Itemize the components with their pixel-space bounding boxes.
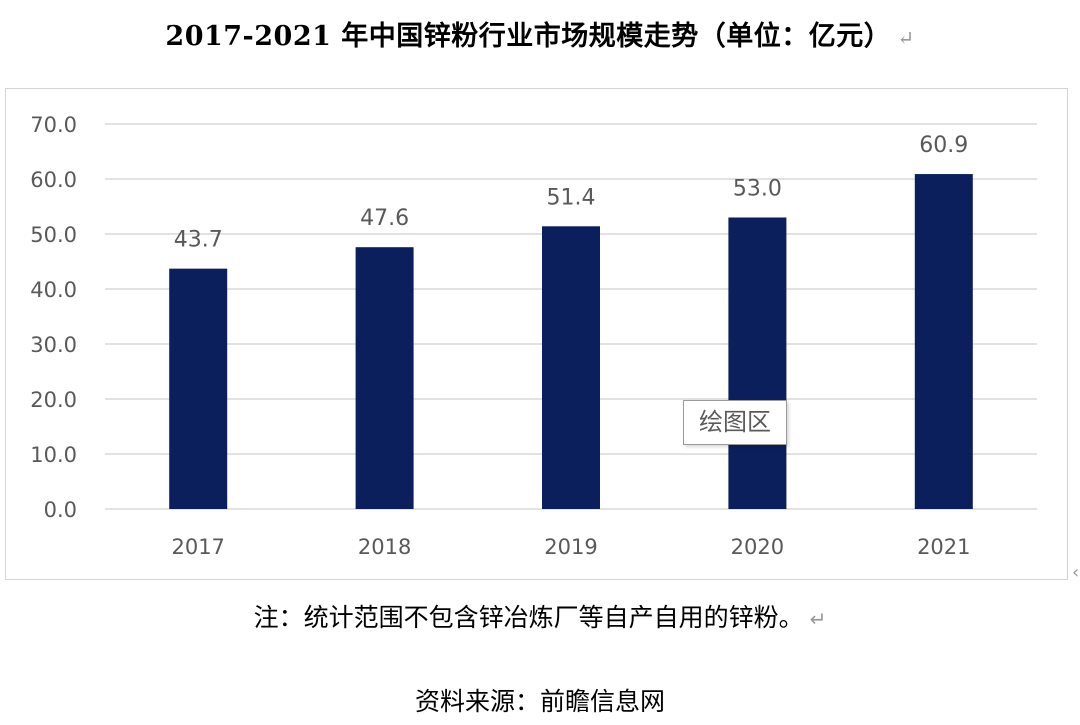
x-tick-label: 2020 [731,535,784,559]
chart-title-text: 2017-2021 年中国锌粉行业市场规模走势（单位：亿元） [165,21,892,52]
data-label: 51.4 [547,185,596,210]
return-mark: ↵ [897,26,915,50]
y-tick-label: 10.0 [30,443,77,467]
bar [914,174,973,510]
y-tick-label: 0.0 [44,498,77,522]
data-label: 43.7 [174,228,223,253]
data-label: 53.0 [733,177,782,202]
data-label: 60.9 [919,133,968,158]
x-tick-label: 2017 [171,535,224,559]
chart-title: 2017-2021 年中国锌粉行业市场规模走势（单位：亿元） ↵ [0,14,1080,53]
plot-area-tooltip: 绘图区 [683,400,787,445]
x-tick-label: 2021 [917,535,970,559]
chart-note-text: 注：统计范围不包含锌冶炼厂等自产自用的锌粉。 [253,603,804,632]
bar [355,247,414,509]
y-tick-label: 20.0 [30,388,77,412]
bar [728,217,787,509]
y-tick-label: 40.0 [30,278,77,302]
bar [169,268,228,509]
return-mark: ↵ [809,607,827,631]
bar [542,226,600,510]
x-tick-label: 2019 [544,535,597,559]
y-tick-label: 60.0 [30,168,77,192]
y-tick-label: 30.0 [30,333,77,357]
chart-note: 注：统计范围不包含锌冶炼厂等自产自用的锌粉。 ↵ [0,598,1080,634]
y-tick-label: 70.0 [30,113,77,137]
data-label: 47.6 [360,206,409,231]
resize-handle-icon[interactable]: ‹ [1072,562,1080,583]
x-tick-label: 2018 [358,535,411,559]
y-tick-label: 50.0 [30,223,77,247]
source-text: 资料来源：前瞻信息网 [414,687,665,716]
